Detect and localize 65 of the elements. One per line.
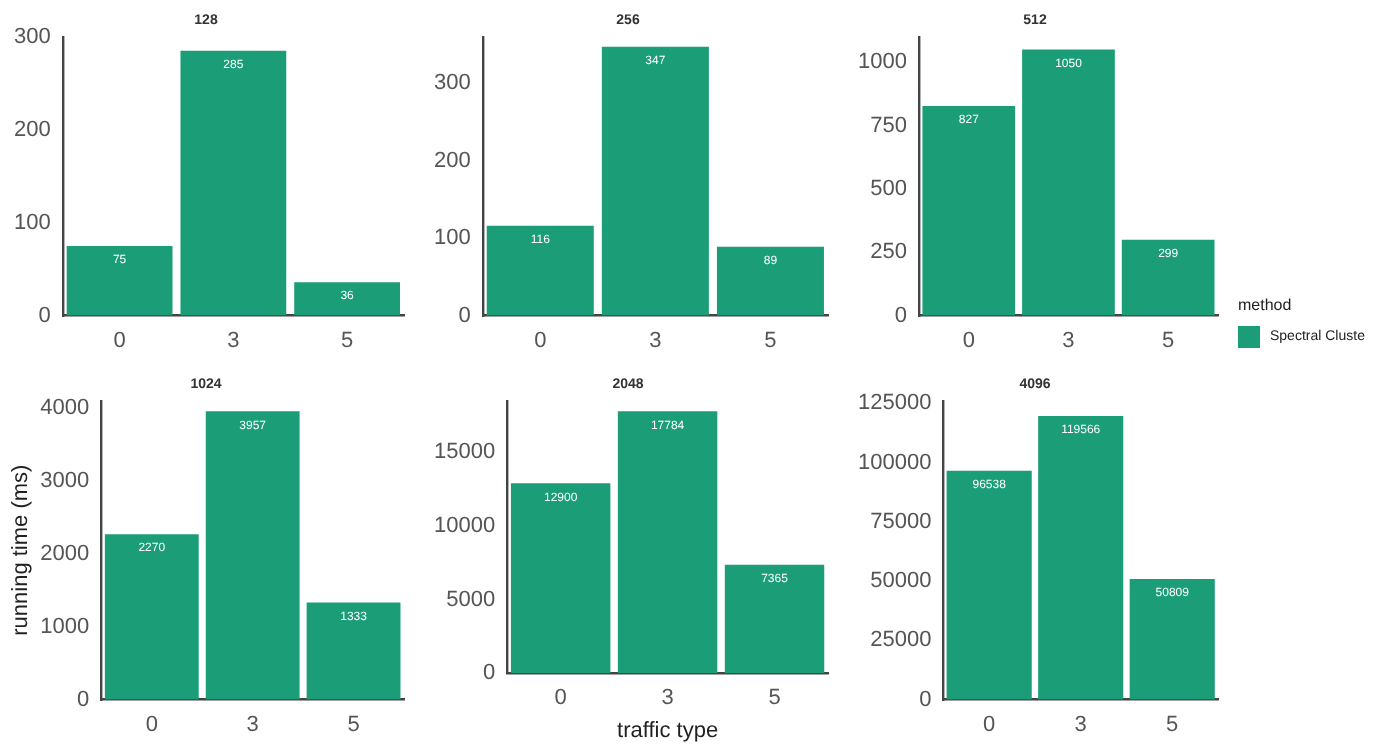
bar <box>104 534 199 700</box>
y-tick-label: 0 <box>458 303 471 328</box>
x-tick-label: 0 <box>983 712 996 737</box>
y-tick-label: 500 <box>870 176 907 201</box>
bar <box>922 105 1016 316</box>
bar <box>1121 239 1215 316</box>
y-tick-label: 750 <box>870 113 907 138</box>
x-tick-label: 5 <box>764 328 777 353</box>
x-axis-title: traffic type <box>617 718 719 743</box>
y-tick-label: 50000 <box>870 569 932 594</box>
x-tick-label: 3 <box>1062 328 1075 353</box>
y-tick-label: 4000 <box>40 396 90 421</box>
bar <box>716 246 824 316</box>
x-tick-label: 0 <box>145 712 158 737</box>
x-tick-label: 5 <box>768 686 781 711</box>
bar <box>205 411 300 700</box>
y-tick-label: 1000 <box>40 614 90 639</box>
y-tick-label: 1000 <box>857 50 907 75</box>
x-tick-label: 5 <box>347 712 360 737</box>
x-tick-label: 0 <box>554 686 567 711</box>
bar <box>486 225 594 316</box>
bar <box>1129 579 1215 700</box>
y-tick-label: 200 <box>13 117 51 142</box>
x-tick-label: 3 <box>661 686 674 711</box>
bar <box>510 483 611 674</box>
legend-title: method <box>1238 296 1294 314</box>
bar <box>946 470 1032 700</box>
y-tick-label: 300 <box>13 24 51 49</box>
y-tick-label: 100 <box>13 210 51 235</box>
x-tick-label: 5 <box>1162 328 1175 353</box>
bar <box>724 564 825 674</box>
bar <box>1022 49 1115 316</box>
y-tick-label: 0 <box>894 303 907 328</box>
y-tick-label: 100000 <box>857 450 932 475</box>
x-tick-label: 5 <box>340 328 354 353</box>
y-tick-label: 3000 <box>40 469 90 494</box>
bar <box>601 46 709 316</box>
y-tick-label: 15000 <box>433 440 496 465</box>
x-tick-label: 5 <box>1166 712 1179 737</box>
y-tick-label: 300 <box>433 71 471 96</box>
y-tick-label: 25000 <box>870 628 932 653</box>
x-tick-label: 0 <box>962 328 975 353</box>
x-tick-label: 0 <box>113 328 126 353</box>
y-tick-label: 250 <box>870 240 907 265</box>
bar <box>180 50 287 316</box>
bar <box>1038 416 1124 700</box>
x-tick-label: 3 <box>246 712 259 737</box>
y-tick-label: 75000 <box>870 509 932 534</box>
y-tick-label: 0 <box>38 303 51 328</box>
bar <box>306 602 401 700</box>
y-tick-label: 5000 <box>446 587 496 612</box>
x-tick-label: 3 <box>227 328 240 353</box>
y-tick-label: 200 <box>433 148 471 173</box>
y-tick-label: 10000 <box>433 514 496 539</box>
y-tick-label: 0 <box>482 661 496 686</box>
x-tick-label: 3 <box>649 328 662 353</box>
y-axis-title: running time (ms) <box>9 464 34 636</box>
y-tick-label: 100 <box>433 226 471 251</box>
bar <box>66 245 173 316</box>
bar <box>617 411 718 674</box>
x-tick-label: 3 <box>1074 712 1087 737</box>
y-tick-label: 2000 <box>40 541 90 566</box>
x-tick-label: 0 <box>534 328 547 353</box>
bar <box>294 282 401 316</box>
y-tick-label: 125000 <box>857 391 932 416</box>
